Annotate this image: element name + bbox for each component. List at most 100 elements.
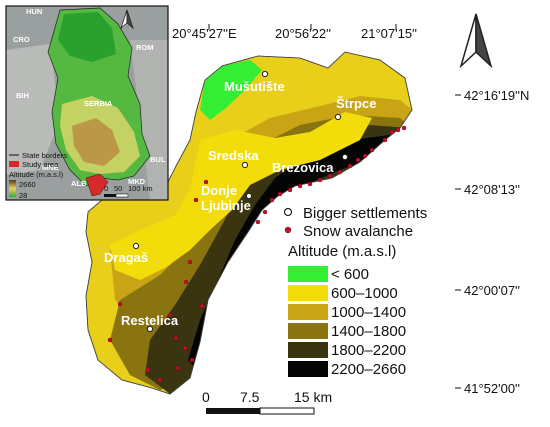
inset-legend-borders: State borders [22, 151, 67, 160]
place-label-ljubinje: Ljubinje [201, 198, 251, 213]
avalanche-point[interactable] [175, 365, 181, 371]
inset-country-label: CRO [13, 35, 30, 44]
avalanche-point[interactable] [401, 125, 407, 131]
avalanche-point[interactable] [173, 335, 179, 341]
inset-neighbor-west [6, 44, 60, 175]
avalanche-point[interactable] [269, 197, 275, 203]
altitude-class-label: < 600 [331, 266, 369, 283]
altitude-class-label: 1400–1800 [331, 323, 406, 340]
inset-study-area [85, 173, 109, 197]
altitude-swatch [288, 285, 328, 301]
avalanche-point[interactable] [167, 312, 173, 318]
scale-bar-dark [206, 408, 260, 414]
scale-bar: 0 7.5 15 km [202, 389, 332, 415]
altitude-swatch [288, 342, 328, 358]
inset-legend-alt-max: 2660 [19, 180, 36, 189]
inset-legend-altitude-title: Altitude (m.a.s.l) [9, 170, 64, 179]
zone-lowland-600 [200, 60, 262, 120]
avalanche-point[interactable] [369, 147, 375, 153]
avalanche-point[interactable] [182, 345, 188, 351]
avalanche-point[interactable] [362, 153, 368, 159]
place-labels: Mušutište Štrpce Sredska Brezovica Donje… [104, 79, 376, 328]
avalanche-point[interactable] [189, 357, 195, 363]
avalanche-point[interactable] [262, 209, 268, 215]
inset-north-arrow-icon [120, 9, 134, 30]
avalanche-sites [107, 125, 407, 383]
place-label-strpce: Štrpce [336, 96, 376, 111]
inset-legend-study-area: Study area [22, 160, 59, 169]
avalanche-point[interactable] [277, 191, 283, 197]
scale-label-15: 15 km [294, 389, 332, 405]
avalanche-point[interactable] [255, 219, 261, 225]
lat-label-4: 41°52'00'' [464, 381, 520, 396]
inset-altitude-ramp [9, 180, 16, 197]
avalanche-point[interactable] [382, 137, 388, 143]
avalanche-point[interactable] [157, 377, 163, 383]
place-label-sredska: Sredska [208, 148, 259, 163]
avalanche-point[interactable] [307, 181, 313, 187]
avalanche-point[interactable] [317, 177, 323, 183]
inset-legend-alt-min: 28 [19, 191, 27, 200]
avalanche-point[interactable] [117, 301, 123, 307]
inset-country-label: SERBIA [84, 99, 113, 108]
avalanche-point[interactable] [145, 367, 151, 373]
avalanche-point[interactable] [327, 173, 333, 179]
inset-locator-map: HUN CRO ROM BIH SERBIA BUL MNE ALB MKD S… [5, 5, 169, 201]
altitude-classes: < 600 600–1000 1000–1400 1400–1800 1800–2200… [288, 266, 406, 378]
avalanche-point[interactable] [395, 127, 401, 133]
altitude-swatch [288, 323, 328, 339]
scale-bar-light [259, 407, 315, 415]
settlement-marker[interactable] [341, 153, 349, 161]
inset-scale-0: 0 [104, 184, 108, 193]
study-area-swatch [9, 161, 19, 167]
avalanche-legend-symbol [284, 226, 292, 234]
inset-country-label: MKD [128, 177, 146, 186]
settlement-marker[interactable] [245, 192, 253, 200]
avalanche-point[interactable] [187, 259, 193, 265]
map-legend: Bigger settlements Snow avalanche Altitu… [283, 205, 427, 378]
avalanche-point[interactable] [183, 279, 189, 285]
avalanche-point[interactable] [355, 157, 361, 163]
inset-country-label: HUN [26, 7, 42, 16]
altitude-class-label: 2200–2660 [331, 361, 406, 378]
settlement-marker[interactable] [132, 242, 140, 250]
zone-valley-600-1000 [110, 112, 372, 280]
altitude-class-label: 600–1000 [331, 285, 398, 302]
place-label-musutiste: Mušutište [224, 79, 285, 94]
lat-label-3: 42°00'07'' [464, 283, 520, 298]
settlement-marker[interactable] [334, 113, 342, 121]
legend-avalanche: Snow avalanche [303, 223, 413, 240]
settlement-marker[interactable] [146, 325, 154, 333]
avalanche-point[interactable] [193, 197, 199, 203]
settlement-markers [132, 70, 349, 333]
avalanche-point[interactable] [337, 169, 343, 175]
avalanche-point[interactable] [107, 337, 113, 343]
inset-neighbor-east [130, 40, 168, 200]
inset-country-label: BIH [16, 91, 29, 100]
avalanche-point[interactable] [389, 129, 395, 135]
inset-frame [5, 5, 169, 201]
avalanche-point[interactable] [203, 179, 209, 185]
scale-label-0: 0 [202, 389, 210, 405]
place-label-brezovica: Brezovica [272, 160, 334, 175]
altitude-swatch [288, 361, 328, 377]
settlement-marker[interactable] [241, 161, 249, 169]
lat-label-2: 42°08'13'' [464, 182, 520, 197]
inset-country-label: ALB [71, 179, 87, 188]
avalanche-point[interactable] [199, 303, 205, 309]
lat-label-1: 42°16'19''N [464, 88, 529, 103]
altitude-swatch [288, 266, 328, 282]
legend-altitude-title: Altitude (m.a.s.l) [288, 243, 396, 260]
inset-country-label: ROM [136, 43, 154, 52]
inset-north-plain [58, 12, 116, 62]
place-label-donje: Donje [201, 183, 237, 198]
inset-country-labels: HUN CRO ROM BIH SERBIA BUL MNE ALB MKD [13, 7, 166, 188]
place-label-restelica: Restelica [121, 313, 179, 328]
avalanche-point[interactable] [287, 187, 293, 193]
avalanche-point[interactable] [297, 183, 303, 189]
settlement-marker[interactable] [261, 70, 269, 78]
avalanche-point[interactable] [347, 163, 353, 169]
inset-country-label: MNE [42, 163, 59, 172]
